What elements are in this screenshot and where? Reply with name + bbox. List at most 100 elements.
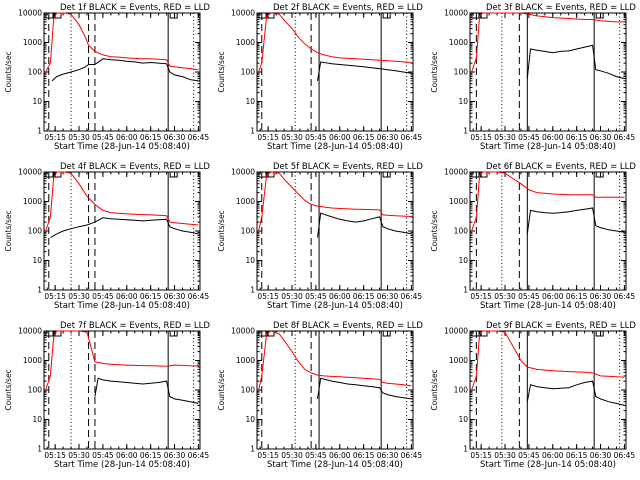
det-4-series-events <box>50 217 199 238</box>
det-6-xtick-label-06:00: 06:00 <box>542 292 564 301</box>
det-5-title: Det 5f BLACK = Events, RED = LLD <box>273 162 423 172</box>
det-9-xtick-label-06:30: 06:30 <box>590 451 612 460</box>
det-6-xtick-label-05:45: 05:45 <box>518 292 540 301</box>
det-9-panel: Det 9f BLACK = Events, RED = LLD Counts/s… <box>430 321 636 470</box>
det-8-ytick-label-1: 1 <box>250 445 255 454</box>
det-3-flag-box <box>471 12 480 19</box>
det-1-title: Det 1f BLACK = Events, RED = LLD <box>60 3 210 13</box>
det-5-flag-box <box>382 171 391 178</box>
det-4-ylabel: Counts/sec <box>4 210 13 251</box>
det-9-ylabel: Counts/sec <box>430 369 439 410</box>
det-7-xtick-label-05:45: 05:45 <box>92 451 114 460</box>
det-2-ytick-label-100: 100 <box>241 68 256 77</box>
det-8-series-events <box>317 377 412 400</box>
det-4-ytick-label-1000: 1000 <box>23 197 42 206</box>
det-8-xtick-label-05:15: 05:15 <box>257 451 279 460</box>
det-1-series-events <box>51 58 199 82</box>
det-8-xtick-label-05:45: 05:45 <box>305 451 327 460</box>
det-4-series-lld <box>45 171 199 232</box>
det-9-xtick-label-06:45: 06:45 <box>614 451 636 460</box>
det-3-xtick-label-06:15: 06:15 <box>566 133 588 142</box>
det-1-xtick-label-06:00: 06:00 <box>116 133 138 142</box>
det-5-ytick-label-1: 1 <box>250 286 255 295</box>
det-4-ytick-label-10: 10 <box>32 256 42 265</box>
det-1-frame <box>43 12 201 132</box>
det-4-ytick-label-100: 100 <box>28 227 43 236</box>
det-5-xtick-label-05:45: 05:45 <box>305 292 327 301</box>
det-2-xtick-label-05:30: 05:30 <box>281 133 303 142</box>
det-9-ytick-label-10: 10 <box>458 415 468 424</box>
det-3-ytick-label-10000: 10000 <box>444 9 468 18</box>
det-7-xtick-label-06:00: 06:00 <box>116 451 138 460</box>
det-7-xtick-label-06:30: 06:30 <box>164 451 186 460</box>
det-6-xtick-label-05:30: 05:30 <box>494 292 516 301</box>
det-3-xtick-label-05:30: 05:30 <box>494 133 516 142</box>
det-8-ytick-label-10000: 10000 <box>231 327 255 336</box>
det-2-ylabel: Counts/sec <box>217 51 226 92</box>
det-1-ylabel: Counts/sec <box>4 51 13 92</box>
det-9-xlabel: Start Time (28-Jun-14 05:08:40) <box>480 460 616 470</box>
det-4-title: Det 4f BLACK = Events, RED = LLD <box>60 162 210 172</box>
det-1-ytick-label-1000: 1000 <box>23 38 42 47</box>
det-5-ytick-label-10000: 10000 <box>231 168 255 177</box>
det-6-xtick-label-06:15: 06:15 <box>566 292 588 301</box>
det-2-series-lld <box>258 12 412 73</box>
det-8-ytick-label-100: 100 <box>241 386 256 395</box>
det-8-ytick-label-10: 10 <box>245 415 255 424</box>
det-7-xtick-label-06:15: 06:15 <box>140 451 162 460</box>
det-7-series-lld <box>45 330 199 391</box>
det-2-ytick-label-10000: 10000 <box>231 9 255 18</box>
det-8-xtick-label-05:30: 05:30 <box>281 451 303 460</box>
det-6-xtick-label-06:45: 06:45 <box>614 292 636 301</box>
det-6-flag-box <box>471 171 480 178</box>
det-6-ytick-label-100: 100 <box>454 227 469 236</box>
det-9-frame <box>469 330 627 450</box>
det-4-ytick-label-1: 1 <box>37 286 42 295</box>
det-7-ytick-label-1: 1 <box>37 445 42 454</box>
det-7-ytick-label-1000: 1000 <box>23 356 42 365</box>
det-1-panel: Det 1f BLACK = Events, RED = LLD Counts/s… <box>4 3 210 152</box>
det-6-series-lld <box>471 171 625 232</box>
det-3-xtick-label-06:30: 06:30 <box>590 133 612 142</box>
det-5-xtick-label-06:00: 06:00 <box>329 292 351 301</box>
det-9-ytick-label-100: 100 <box>454 386 469 395</box>
det-9-ytick-label-10000: 10000 <box>444 327 468 336</box>
det-1-ytick-label-10000: 10000 <box>18 9 42 18</box>
det-2-xtick-label-05:45: 05:45 <box>305 133 327 142</box>
det-8-xtick-label-06:15: 06:15 <box>353 451 375 460</box>
det-9-flag-box <box>471 330 480 337</box>
det-1-xtick-label-06:30: 06:30 <box>164 133 186 142</box>
det-6-frame <box>469 171 627 291</box>
det-4-ytick-label-10000: 10000 <box>18 168 42 177</box>
det-4-flag-box <box>169 171 178 178</box>
det-1-xtick-label-05:30: 05:30 <box>68 133 90 142</box>
det-1-series-lld <box>45 12 199 73</box>
det-6-ytick-label-10000: 10000 <box>444 168 468 177</box>
det-1-xlabel: Start Time (28-Jun-14 05:08:40) <box>54 142 190 152</box>
det-5-series-lld <box>258 171 412 232</box>
det-7-title: Det 7f BLACK = Events, RED = LLD <box>60 321 210 331</box>
det-8-panel: Det 8f BLACK = Events, RED = LLD Counts/s… <box>217 321 423 470</box>
det-9-ytick-label-1: 1 <box>463 445 468 454</box>
det-8-series-lld <box>258 330 412 391</box>
det-2-flag-box <box>258 12 267 19</box>
det-4-xtick-label-05:15: 05:15 <box>44 292 66 301</box>
det-2-flag-box <box>382 12 391 19</box>
det-5-xtick-label-06:45: 06:45 <box>401 292 423 301</box>
det-3-flag-box <box>595 12 604 19</box>
det-8-ytick-label-1000: 1000 <box>236 356 255 365</box>
det-5-ylabel: Counts/sec <box>217 210 226 251</box>
det-4-xtick-label-05:45: 05:45 <box>92 292 114 301</box>
det-8-title: Det 8f BLACK = Events, RED = LLD <box>273 321 423 331</box>
det-7-series-events <box>94 377 199 404</box>
det-8-xtick-label-06:45: 06:45 <box>401 451 423 460</box>
det-8-xtick-label-06:00: 06:00 <box>329 451 351 460</box>
det-7-frame <box>43 330 201 450</box>
det-2-ytick-label-10: 10 <box>245 97 255 106</box>
det-4-flag-box <box>45 171 54 178</box>
det-9-title: Det 9f BLACK = Events, RED = LLD <box>486 321 636 331</box>
det-3-ylabel: Counts/sec <box>430 51 439 92</box>
det-2-ytick-label-1000: 1000 <box>236 38 255 47</box>
det-1-xtick-label-06:15: 06:15 <box>140 133 162 142</box>
